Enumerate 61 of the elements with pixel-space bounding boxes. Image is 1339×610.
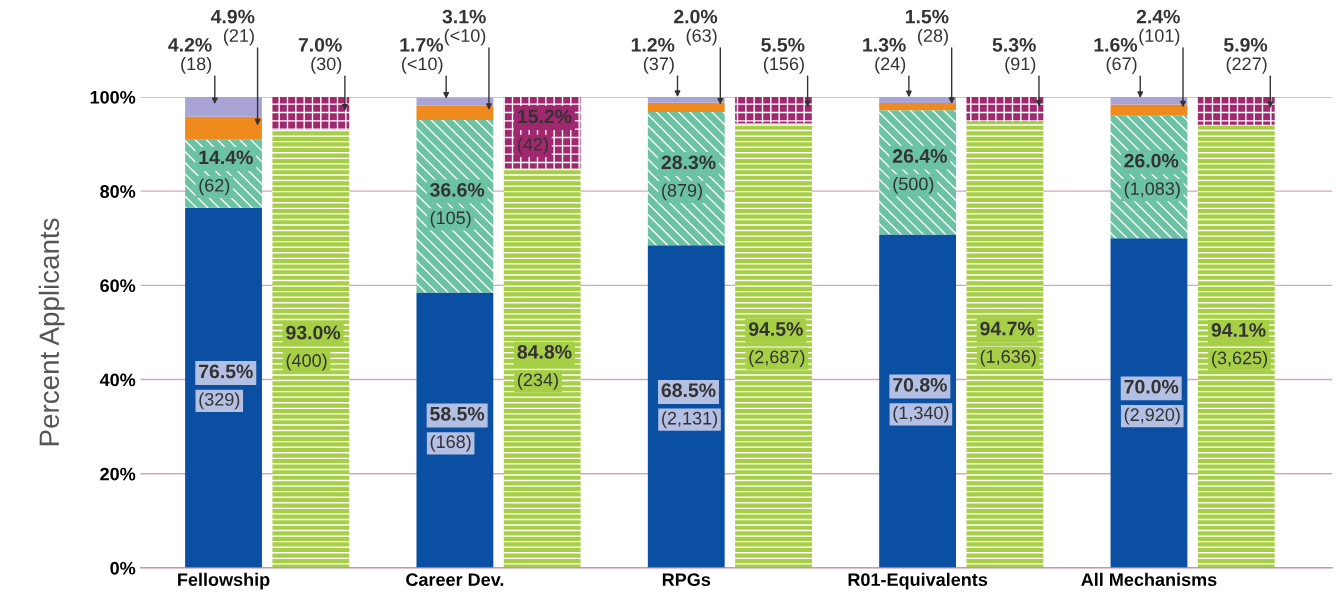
data-label: 1.6% (67) <box>1094 37 1138 74</box>
data-label: 1.3% (24) <box>863 37 906 74</box>
x-tick-label: RPGs <box>662 573 711 587</box>
data-label: 26.0% (1,083) <box>1124 153 1180 199</box>
bar <box>416 97 494 106</box>
data-label: 76.5% (329) <box>199 364 253 410</box>
bar <box>966 121 1044 568</box>
data-label: 70.8% (1,340) <box>893 377 949 423</box>
data-label: 1.5% (28) <box>905 9 949 46</box>
bar <box>647 102 725 113</box>
data-label: 84.8% (234) <box>517 344 572 390</box>
data-label: 1.7% (<10) <box>400 37 444 74</box>
y-tick-label: 0% <box>110 561 136 575</box>
bar <box>879 96 957 104</box>
data-label: 68.5% (2,131) <box>661 383 718 429</box>
y-tick-label: 20% <box>100 467 136 481</box>
x-tick-label: Fellowship <box>178 572 270 590</box>
y-tick-label: 100% <box>90 90 136 104</box>
bar <box>735 122 812 568</box>
bar <box>272 129 350 568</box>
y-tick-label: 60% <box>100 279 136 293</box>
x-tick-label: Career Dev. <box>406 573 504 587</box>
data-label: 5.5% (156) <box>761 37 805 74</box>
data-label: 94.7% (1,636) <box>980 321 1036 367</box>
bar <box>1197 124 1275 568</box>
bar <box>185 116 262 140</box>
bar <box>185 207 262 568</box>
bar <box>1197 96 1275 125</box>
bar <box>1110 96 1188 105</box>
data-label: 2.4% (101) <box>1136 9 1180 46</box>
data-label: 5.9% (227) <box>1223 37 1268 74</box>
bar <box>735 96 812 123</box>
data-label: 14.4% (62) <box>199 150 253 196</box>
data-label: 94.5% (2,687) <box>748 322 805 367</box>
data-label: 94.1% (3,625) <box>1211 323 1268 368</box>
bar <box>503 168 581 568</box>
y-tick-label: 40% <box>99 373 136 387</box>
bar <box>272 96 350 130</box>
bar <box>1110 104 1188 116</box>
bar <box>416 105 494 121</box>
y-axis-title: Percent Applicants <box>38 218 65 446</box>
x-tick-label: All Mechanisms <box>1081 572 1217 587</box>
data-label: 1.2% (37) <box>631 37 675 74</box>
data-label: 36.6% (105) <box>430 182 485 228</box>
bar <box>879 103 957 111</box>
bar <box>966 96 1044 122</box>
data-label: 93.0% (400) <box>286 325 341 371</box>
y-tick-label: 80% <box>100 185 136 198</box>
bar <box>647 96 725 103</box>
data-label: 4.2% (18) <box>168 37 212 74</box>
data-label: 28.3% (879) <box>661 155 716 201</box>
data-label: 58.5% (168) <box>430 406 485 452</box>
data-label: 15.2% (42) <box>518 109 572 155</box>
data-label: 7.0% (30) <box>298 37 342 74</box>
data-label: 5.3% (91) <box>992 37 1036 74</box>
x-tick-label: R01-Equivalents <box>848 572 988 590</box>
data-label: 2.0% (63) <box>674 9 718 46</box>
bar <box>185 96 262 117</box>
data-label: 3.1% (<10) <box>442 9 486 46</box>
data-label: 26.4% (500) <box>892 149 947 194</box>
data-label: 70.0% (2,920) <box>1124 379 1180 425</box>
